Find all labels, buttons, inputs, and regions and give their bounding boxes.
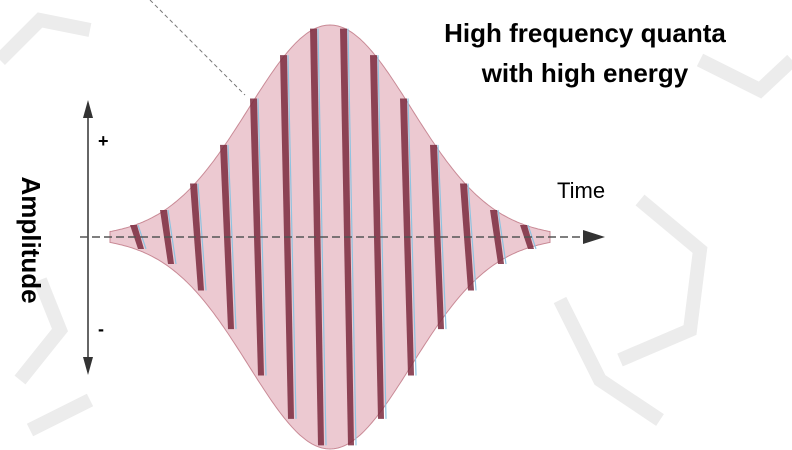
axis-arrow-down <box>83 357 93 375</box>
plus-sign: + <box>98 131 109 151</box>
time-label: Time <box>557 178 605 203</box>
page: + - Time Amplitude High frequency quanta… <box>0 0 792 450</box>
axis-arrow-up <box>83 100 93 118</box>
amplitude-label: Amplitude <box>16 176 46 303</box>
heading-line: High frequency quanta <box>444 18 726 48</box>
pointer-line <box>150 0 245 95</box>
heading-line: with high energy <box>481 58 689 88</box>
axis-arrow-right <box>583 230 605 244</box>
minus-sign: - <box>98 319 104 339</box>
wave-packet-diagram: + - Time Amplitude High frequency quanta… <box>0 0 792 450</box>
